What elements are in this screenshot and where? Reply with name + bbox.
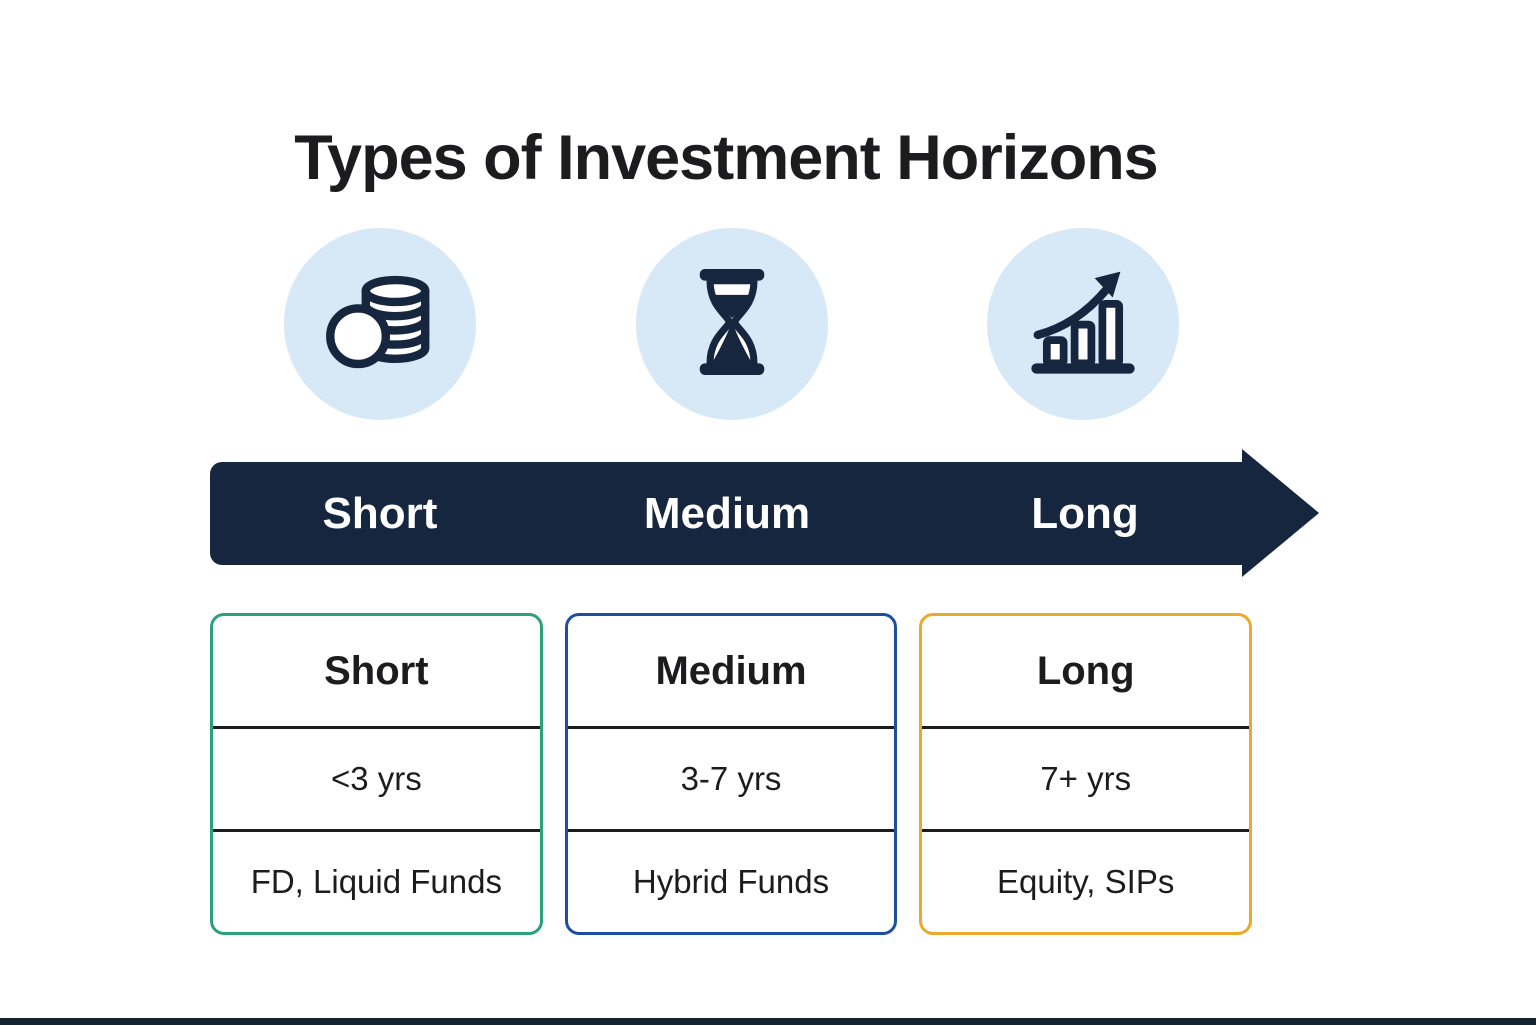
card-medium-duration: 3-7 yrs: [567, 726, 895, 829]
page-title: Types of Investment Horizons: [294, 123, 1158, 194]
timeline-label-short: Short: [322, 488, 438, 538]
short-horizon-icon-circle: [284, 228, 476, 420]
horizon-cards: Short <3 yrs FD, Liquid Funds Medium 3-7…: [210, 613, 1253, 935]
timeline-arrowhead: [1242, 449, 1319, 577]
coins-icon: [318, 260, 442, 389]
medium-horizon-icon-circle: [636, 228, 828, 420]
timeline-arrow-bar: [210, 462, 1242, 565]
card-long: Long 7+ yrs Equity, SIPs: [919, 613, 1253, 935]
card-medium-title: Medium: [655, 648, 807, 693]
card-short: Short <3 yrs FD, Liquid Funds: [210, 613, 543, 935]
card-long-title: Long: [1036, 648, 1135, 693]
long-horizon-icon-circle: [987, 228, 1179, 420]
card-medium-instruments: Hybrid Funds: [567, 829, 895, 932]
card-short-title: Short: [324, 648, 429, 693]
timeline-label-medium: Medium: [643, 488, 811, 538]
hourglass-icon: [670, 260, 794, 389]
card-short-duration: <3 yrs: [213, 726, 540, 829]
bottom-edge-strip: [0, 1018, 1536, 1025]
card-medium: Medium 3-7 yrs Hybrid Funds: [564, 613, 898, 935]
card-long-instruments: Equity, SIPs: [922, 829, 1250, 932]
card-long-duration: 7+ yrs: [922, 726, 1250, 829]
timeline-label-long: Long: [1031, 488, 1139, 538]
growth-chart-icon: [1021, 260, 1145, 389]
card-short-instruments: FD, Liquid Funds: [213, 829, 540, 932]
